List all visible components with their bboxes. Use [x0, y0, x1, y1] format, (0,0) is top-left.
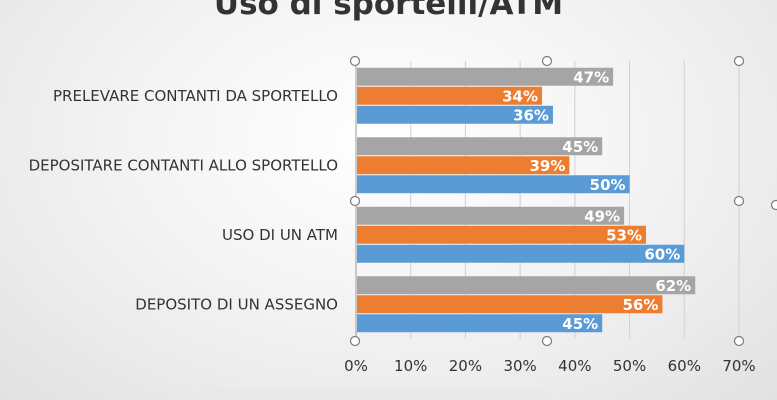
data-label: 62%: [655, 277, 691, 295]
bar: [357, 105, 553, 124]
bars-layer: [357, 67, 696, 333]
data-label: 45%: [562, 138, 598, 156]
data-label: 34%: [502, 87, 538, 105]
legend-strip: [205, 389, 545, 400]
bar: [357, 175, 630, 194]
resize-handle[interactable]: [349, 55, 361, 67]
resize-handle[interactable]: [349, 195, 361, 207]
resize-handle[interactable]: [770, 199, 777, 211]
bar: [357, 206, 625, 225]
category-label: PRELEVARE CONTANTI DA SPORTELLO: [53, 87, 338, 105]
x-tick-label: 20%: [449, 357, 482, 375]
data-label: 47%: [573, 68, 609, 86]
bar: [357, 156, 570, 175]
bar: [357, 225, 646, 244]
x-tick-label: 30%: [503, 357, 536, 375]
data-label: 53%: [606, 226, 642, 244]
selection-handles[interactable]: [349, 55, 777, 347]
data-label: 56%: [622, 296, 658, 314]
category-label: DEPOSITARE CONTANTI ALLO SPORTELLO: [29, 156, 338, 174]
data-label: 45%: [562, 315, 598, 333]
chart-title: Uso di sportelli/ATM: [213, 0, 564, 22]
resize-handle[interactable]: [541, 335, 553, 347]
data-label: 39%: [529, 157, 565, 175]
resize-handle[interactable]: [733, 335, 745, 347]
x-tick-label: 40%: [558, 357, 591, 375]
bar: [357, 86, 543, 105]
data-label: 36%: [513, 106, 549, 124]
data-label: 50%: [590, 176, 626, 194]
x-tick-label: 10%: [394, 357, 427, 375]
data-label: 49%: [584, 207, 620, 225]
bar: [357, 244, 685, 263]
bar: [357, 276, 696, 295]
resize-handle[interactable]: [541, 55, 553, 67]
bar: [357, 295, 663, 314]
x-tick-label: 60%: [668, 357, 701, 375]
resize-handle[interactable]: [733, 195, 745, 207]
x-tick-label: 0%: [344, 357, 368, 375]
x-tick-label: 50%: [613, 357, 646, 375]
category-label: DEPOSITO DI UN ASSEGNO: [135, 295, 338, 313]
bar: [357, 67, 614, 86]
resize-handle[interactable]: [349, 335, 361, 347]
bar: [357, 137, 603, 156]
resize-handle[interactable]: [733, 55, 745, 67]
x-tick-label: 70%: [722, 357, 755, 375]
category-label: USO DI UN ATM: [222, 226, 338, 244]
labels-layer: 0% 10% 20% 30% 40% 50% 60% 70% 47% 34%36% PRELEVAR…: [29, 68, 756, 375]
data-label: 60%: [644, 245, 680, 263]
bar: [357, 314, 603, 333]
